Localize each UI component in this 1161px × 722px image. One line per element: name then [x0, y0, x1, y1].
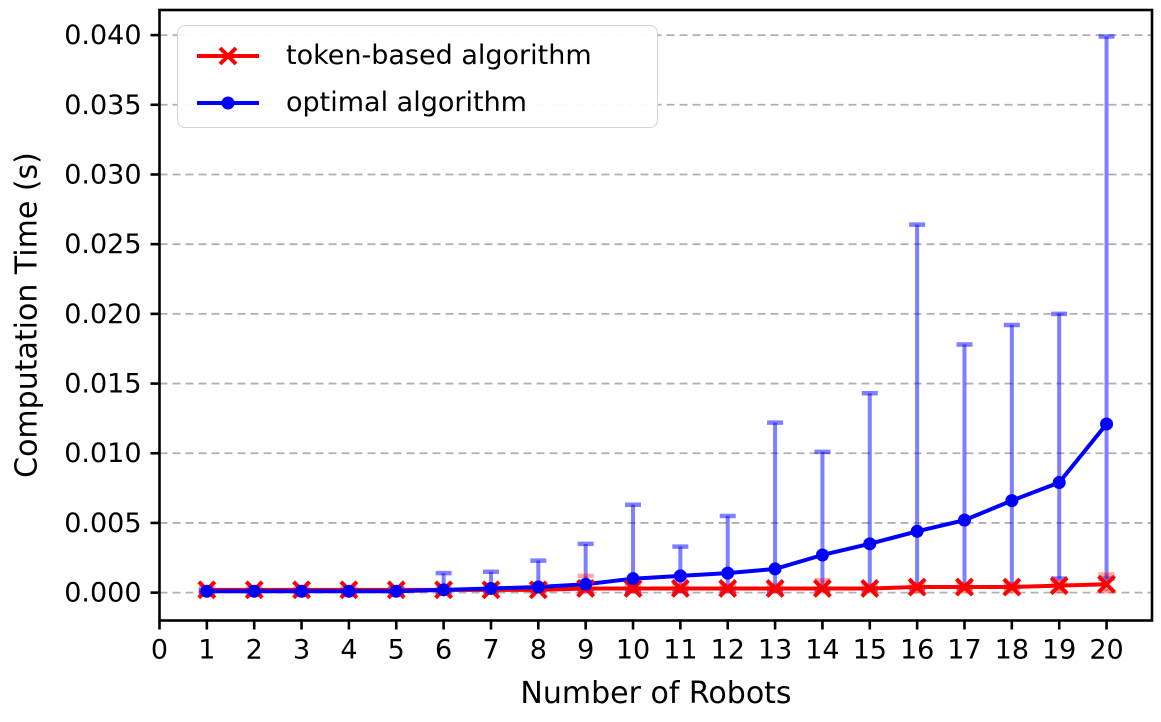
svg-text:12: 12 [711, 635, 745, 666]
svg-text:17: 17 [947, 635, 981, 666]
svg-text:0.040: 0.040 [64, 20, 141, 51]
svg-text:0.020: 0.020 [64, 299, 141, 330]
svg-text:0.015: 0.015 [64, 369, 141, 400]
legend-item-token-based: token-based algorithm [194, 33, 657, 78]
svg-text:19: 19 [1042, 635, 1076, 666]
svg-text:20: 20 [1089, 635, 1123, 666]
legend-sample-x-marker-icon [197, 46, 259, 65]
legend-label-token-based: token-based algorithm [286, 40, 592, 71]
svg-text:14: 14 [805, 635, 839, 666]
svg-text:15: 15 [853, 635, 887, 666]
legend: token-based algorithm optimal algorithm [177, 25, 658, 128]
svg-text:13: 13 [758, 635, 792, 666]
svg-text:1: 1 [198, 635, 215, 666]
svg-text:5: 5 [388, 635, 405, 666]
svg-text:10: 10 [616, 635, 650, 666]
svg-text:7: 7 [482, 635, 499, 666]
y-axis-label: Computation Time (s) [9, 152, 45, 478]
svg-text:4: 4 [340, 635, 357, 666]
legend-item-optimal: optimal algorithm [194, 80, 657, 125]
svg-text:2: 2 [246, 635, 263, 666]
svg-text:0.010: 0.010 [64, 438, 141, 469]
svg-text:9: 9 [577, 635, 594, 666]
svg-text:11: 11 [663, 635, 697, 666]
svg-text:0.000: 0.000 [64, 578, 141, 609]
svg-text:16: 16 [900, 635, 934, 666]
legend-label-optimal: optimal algorithm [286, 87, 527, 118]
svg-text:6: 6 [435, 635, 452, 666]
legend-sample-circle-marker-icon [197, 96, 259, 109]
svg-text:0.030: 0.030 [64, 159, 141, 190]
svg-text:0.005: 0.005 [64, 508, 141, 539]
svg-text:3: 3 [293, 635, 310, 666]
svg-text:0.035: 0.035 [64, 90, 141, 121]
svg-text:0: 0 [151, 635, 168, 666]
x-axis-label: Number of Robots [520, 676, 792, 711]
svg-text:0.025: 0.025 [64, 229, 141, 260]
svg-text:8: 8 [530, 635, 547, 666]
svg-text:18: 18 [995, 635, 1029, 666]
